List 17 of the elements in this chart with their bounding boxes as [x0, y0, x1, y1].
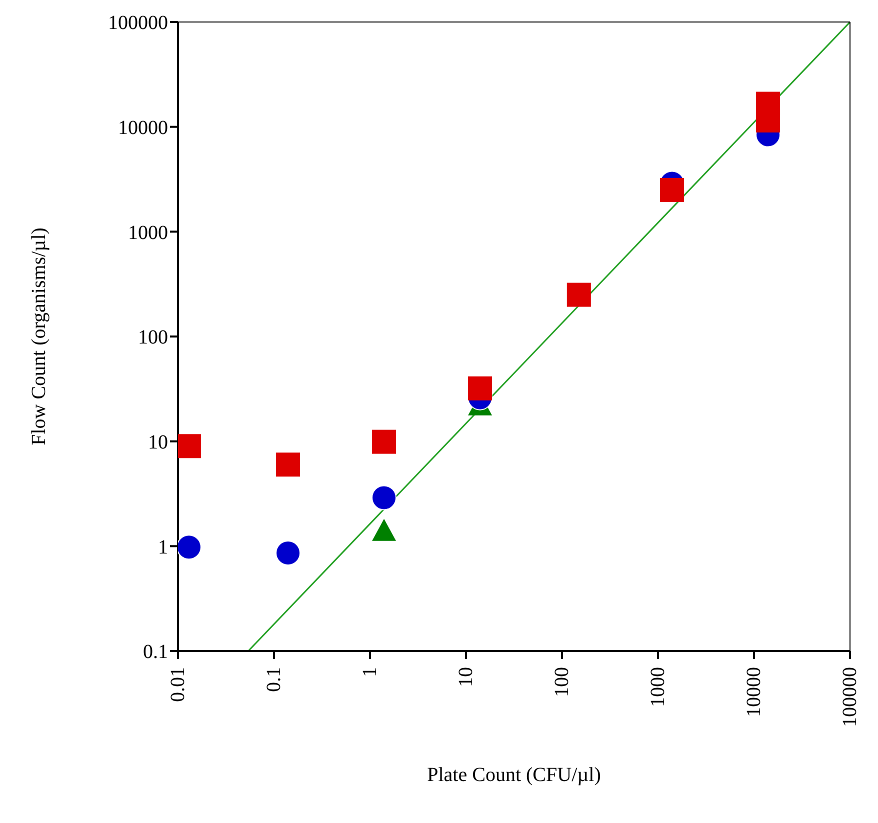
x-tick-label: 100000	[839, 667, 861, 727]
x-tick-label: 10	[455, 667, 477, 687]
y-tick-label: 100000	[108, 12, 168, 34]
y-tick-label: 0.1	[143, 641, 168, 664]
x-tick-label: 0.01	[167, 667, 189, 702]
x-tick-label: 0.1	[263, 667, 285, 692]
y-axis-title: Flow Count (organisms/µl)	[28, 228, 50, 446]
x-tick-label: 1000	[647, 667, 669, 707]
x-tick-label: 1	[359, 667, 381, 677]
x-axis-title: Plate Count (CFU/µl)	[427, 764, 601, 786]
y-tick-label: 1	[158, 536, 168, 558]
x-tick-label: 100	[551, 667, 573, 697]
y-tick-label: 1000	[128, 222, 168, 244]
x-tick-label: 10000	[743, 667, 765, 717]
y-tick-label: 10	[148, 431, 168, 454]
y-tick-label: 100	[138, 326, 168, 349]
y-tick-label: 10000	[118, 116, 168, 139]
